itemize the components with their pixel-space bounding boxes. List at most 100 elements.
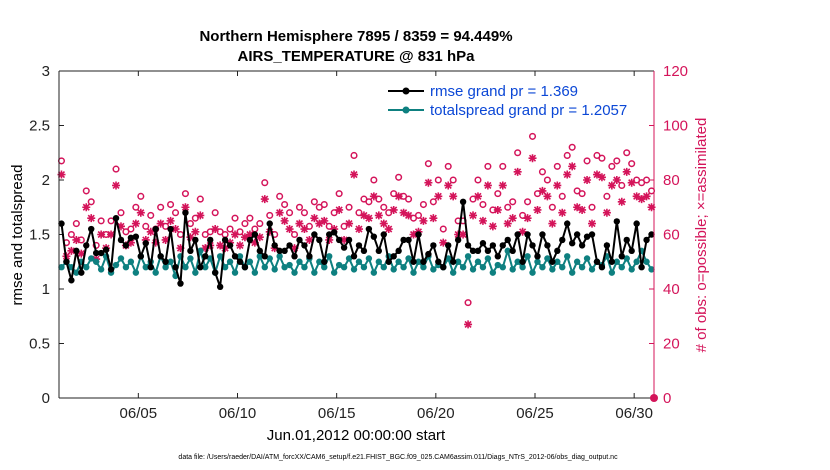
totalspread-point [613,258,621,265]
obs-assimilated-marker [469,211,478,220]
obs-assimilated-marker [583,176,592,184]
totalspread-point [83,264,90,271]
obs-possible-marker [474,176,482,184]
obs-assimilated-marker [97,230,106,239]
totalspread-point [559,264,566,271]
obs-possible-marker [419,200,427,209]
rmse-point [127,234,135,241]
totalspread-point [122,264,130,271]
y-right-tick-label: 0 [663,390,671,407]
obs-possible-marker [528,132,537,140]
totalspread-point [256,253,264,260]
rmse-point [63,258,70,265]
obs-assimilated-marker [622,167,631,176]
obs-possible-marker [553,162,561,170]
rmse-point [211,269,219,276]
totalspread-point [127,258,135,265]
obs-possible-marker [181,190,189,198]
rmse-point [395,247,402,255]
rmse-point [464,242,472,249]
y-left-tick-label: 0.5 [29,336,50,353]
obs-assimilated-marker [528,154,537,163]
obs-assimilated-marker [231,230,240,239]
rmse-point [400,236,407,244]
rmse-point [435,258,442,265]
rmse-point [321,258,328,265]
rmse-point [410,258,417,265]
totalspread-point [400,264,407,271]
totalspread-point [321,264,328,271]
rmse-point [360,247,368,255]
rmse-point [172,264,179,271]
obs-possible-marker [538,168,546,176]
totalspread-point [326,253,333,260]
obs-possible-marker [320,200,328,209]
rmse-point [251,231,259,238]
obs-assimilated-marker [394,192,403,201]
obs-possible-marker [548,203,556,211]
obs-assimilated-marker [642,192,651,201]
obs-assimilated-marker [171,225,180,234]
obs-assimilated-marker [196,211,205,220]
obs-assimilated-marker [498,181,507,190]
rmse-point [628,247,635,255]
obs-possible-marker [226,225,234,233]
obs-possible-marker [623,149,631,157]
totalspread-point [330,269,338,276]
rmse-point [474,247,482,255]
totalspread-point [266,255,273,262]
x-tick-label: 06/20 [417,405,455,422]
totalspread-point [395,258,402,265]
x-tick-label: 06/05 [120,405,158,422]
totalspread-point [623,255,630,262]
obs-assimilated-marker [419,216,428,225]
rmse-point [380,231,387,238]
rmse-point [514,231,521,238]
totalspread-point [236,253,244,260]
rmse-point [192,236,199,244]
rmse-point [593,258,601,265]
right-axis-origin-marker [650,394,658,402]
rmse-point [539,231,546,238]
obs-possible-marker [370,176,378,184]
y-axis-label-right: # of obs: o=possible; ×=assimilated [693,118,710,353]
rmse-point [311,231,318,238]
rmse-point [519,258,526,265]
totalspread-point [167,258,174,265]
x-tick-label: 06/30 [615,405,653,422]
rmse-point [375,247,383,255]
totalspread-point [479,264,487,271]
rmse-point [479,240,487,247]
obs-possible-marker [484,162,492,170]
totalspread-point [608,269,616,276]
rmse-point [301,242,308,249]
totalspread-point [643,258,650,265]
obs-assimilated-marker [424,178,433,187]
obs-assimilated-marker [320,216,329,225]
obs-assimilated-marker [513,167,522,176]
obs-assimilated-marker [310,214,319,223]
totalspread-point [370,269,378,276]
totalspread-point [648,266,655,273]
obs-assimilated-marker [627,178,636,187]
rmse-point [564,220,571,227]
totalspread-point [415,258,422,265]
totalspread-point [509,266,516,273]
totalspread-point [221,264,229,271]
obs-possible-marker [643,176,651,184]
y-axis-label-left: rmse and totalspread [9,165,26,306]
totalspread-point [271,266,278,273]
y-right-tick-label: 120 [663,63,688,80]
obs-assimilated-marker [439,238,448,247]
legend-marker [402,87,410,95]
totalspread-point [355,258,363,265]
rmse-point [202,253,209,260]
rmse-point [157,253,164,260]
totalspread-point [410,269,417,276]
obs-assimilated-marker [558,208,567,217]
rmse-point [73,247,80,255]
x-tick-label: 06/15 [318,405,356,422]
rmse-point [568,240,576,247]
rmse-point [494,253,502,260]
rmse-point [405,236,412,244]
